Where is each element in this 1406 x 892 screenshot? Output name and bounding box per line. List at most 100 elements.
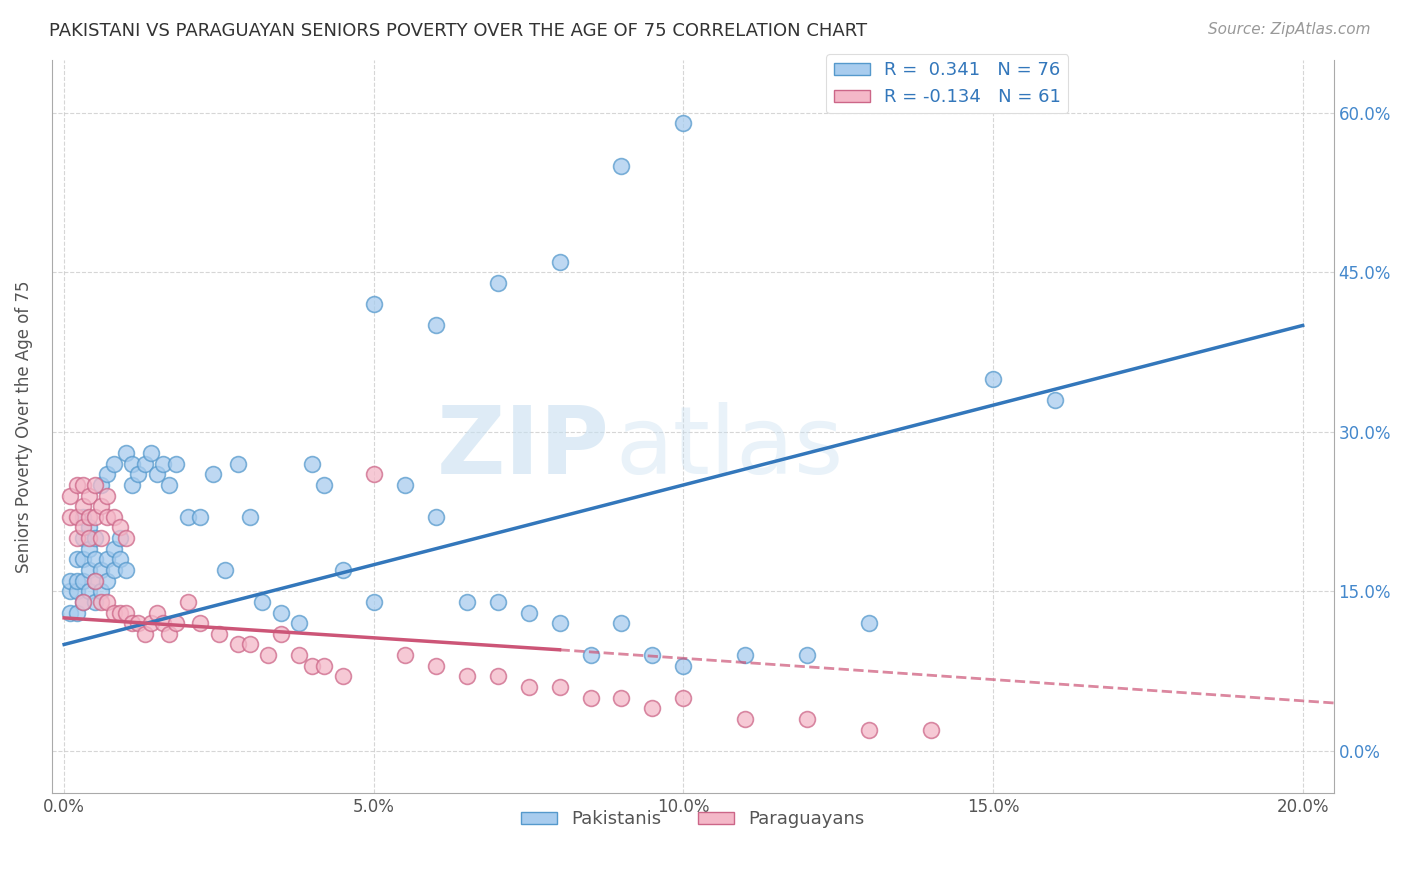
Point — [672, 658, 695, 673]
Point — [103, 509, 125, 524]
Point — [858, 616, 880, 631]
Point — [796, 712, 818, 726]
Point — [177, 509, 200, 524]
Point — [127, 616, 149, 631]
Point — [121, 457, 143, 471]
Point — [103, 541, 125, 556]
Point — [96, 574, 118, 588]
Point — [579, 648, 602, 662]
Point — [121, 616, 143, 631]
Point — [332, 563, 354, 577]
Point — [363, 297, 385, 311]
Point — [65, 478, 87, 492]
Point — [226, 638, 249, 652]
Point — [610, 159, 633, 173]
Point — [152, 457, 174, 471]
Point — [610, 616, 633, 631]
Point — [108, 520, 131, 534]
Point — [103, 457, 125, 471]
Point — [103, 606, 125, 620]
Point — [981, 371, 1004, 385]
Point — [456, 595, 478, 609]
Y-axis label: Seniors Poverty Over the Age of 75: Seniors Poverty Over the Age of 75 — [15, 280, 32, 573]
Point — [672, 116, 695, 130]
Point — [84, 574, 107, 588]
Point — [796, 648, 818, 662]
Point — [108, 606, 131, 620]
Point — [59, 489, 82, 503]
Point — [314, 478, 336, 492]
Point — [548, 680, 571, 694]
Point — [77, 584, 100, 599]
Point — [90, 584, 112, 599]
Point — [84, 478, 107, 492]
Point — [486, 595, 509, 609]
Point — [77, 541, 100, 556]
Point — [96, 489, 118, 503]
Point — [1043, 392, 1066, 407]
Point — [146, 467, 169, 482]
Point — [920, 723, 942, 737]
Point — [59, 574, 82, 588]
Point — [425, 509, 447, 524]
Point — [146, 606, 169, 620]
Point — [177, 595, 200, 609]
Point — [288, 616, 311, 631]
Point — [77, 489, 100, 503]
Point — [226, 457, 249, 471]
Point — [139, 446, 162, 460]
Point — [65, 531, 87, 545]
Point — [108, 531, 131, 545]
Point — [486, 669, 509, 683]
Point — [77, 520, 100, 534]
Point — [548, 254, 571, 268]
Point — [115, 531, 138, 545]
Point — [127, 467, 149, 482]
Point — [90, 500, 112, 514]
Point — [84, 552, 107, 566]
Point — [332, 669, 354, 683]
Point — [90, 595, 112, 609]
Point — [165, 457, 187, 471]
Point — [641, 648, 664, 662]
Point — [72, 595, 94, 609]
Text: atlas: atlas — [616, 402, 844, 494]
Point — [363, 595, 385, 609]
Point — [548, 616, 571, 631]
Point — [314, 658, 336, 673]
Point — [641, 701, 664, 715]
Point — [214, 563, 236, 577]
Point — [84, 595, 107, 609]
Point — [72, 595, 94, 609]
Point — [157, 478, 180, 492]
Point — [90, 531, 112, 545]
Point — [134, 457, 156, 471]
Point — [486, 276, 509, 290]
Point — [239, 509, 262, 524]
Point — [239, 638, 262, 652]
Point — [610, 690, 633, 705]
Point — [72, 552, 94, 566]
Point — [96, 509, 118, 524]
Point — [425, 318, 447, 333]
Point — [103, 563, 125, 577]
Point — [301, 457, 323, 471]
Point — [363, 467, 385, 482]
Point — [72, 500, 94, 514]
Point — [59, 509, 82, 524]
Point — [734, 648, 756, 662]
Point — [59, 584, 82, 599]
Point — [201, 467, 224, 482]
Point — [77, 563, 100, 577]
Point — [425, 658, 447, 673]
Point — [84, 574, 107, 588]
Point — [90, 478, 112, 492]
Point — [208, 627, 231, 641]
Point — [190, 616, 212, 631]
Point — [257, 648, 280, 662]
Point — [65, 606, 87, 620]
Point — [394, 478, 416, 492]
Point — [72, 478, 94, 492]
Point — [77, 531, 100, 545]
Point — [65, 552, 87, 566]
